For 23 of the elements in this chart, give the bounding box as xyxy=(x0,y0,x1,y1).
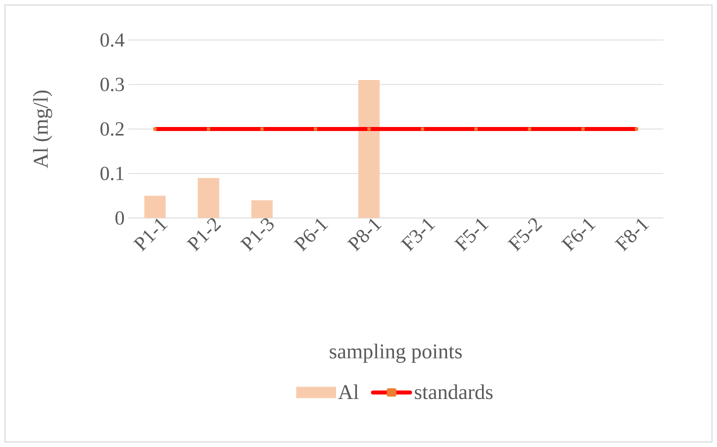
bar xyxy=(251,200,273,218)
x-tick-label: F5-2 xyxy=(508,218,542,252)
y-tick-label: 0.3 xyxy=(100,78,124,92)
x-tick-label: F8-1 xyxy=(614,218,650,252)
y-tick-label: 0.4 xyxy=(100,33,124,47)
y-tick-label: 0.1 xyxy=(100,166,124,180)
x-tick-label: P1-1 xyxy=(133,218,168,252)
legend-label: standards xyxy=(414,384,493,400)
x-tick-label: P1-2 xyxy=(186,218,222,252)
y-tick-label: 0.2 xyxy=(100,122,124,136)
legend-label: Al xyxy=(338,384,359,399)
bar xyxy=(358,80,380,218)
x-tick-label: P1-3 xyxy=(240,218,274,252)
y-tick-label: 0 xyxy=(115,211,124,225)
x-tick-label: P8-1 xyxy=(347,218,382,252)
x-tick-label: F5-1 xyxy=(454,218,489,252)
bar xyxy=(144,196,166,218)
bar xyxy=(198,178,220,218)
x-tick-label: F6-1 xyxy=(561,218,596,252)
x-axis-title: sampling points xyxy=(330,344,462,363)
x-tick-label: P6-1 xyxy=(294,218,328,252)
x-tick-label: F3-1 xyxy=(400,218,436,252)
y-axis-title: Al (mg/l) xyxy=(33,90,52,168)
